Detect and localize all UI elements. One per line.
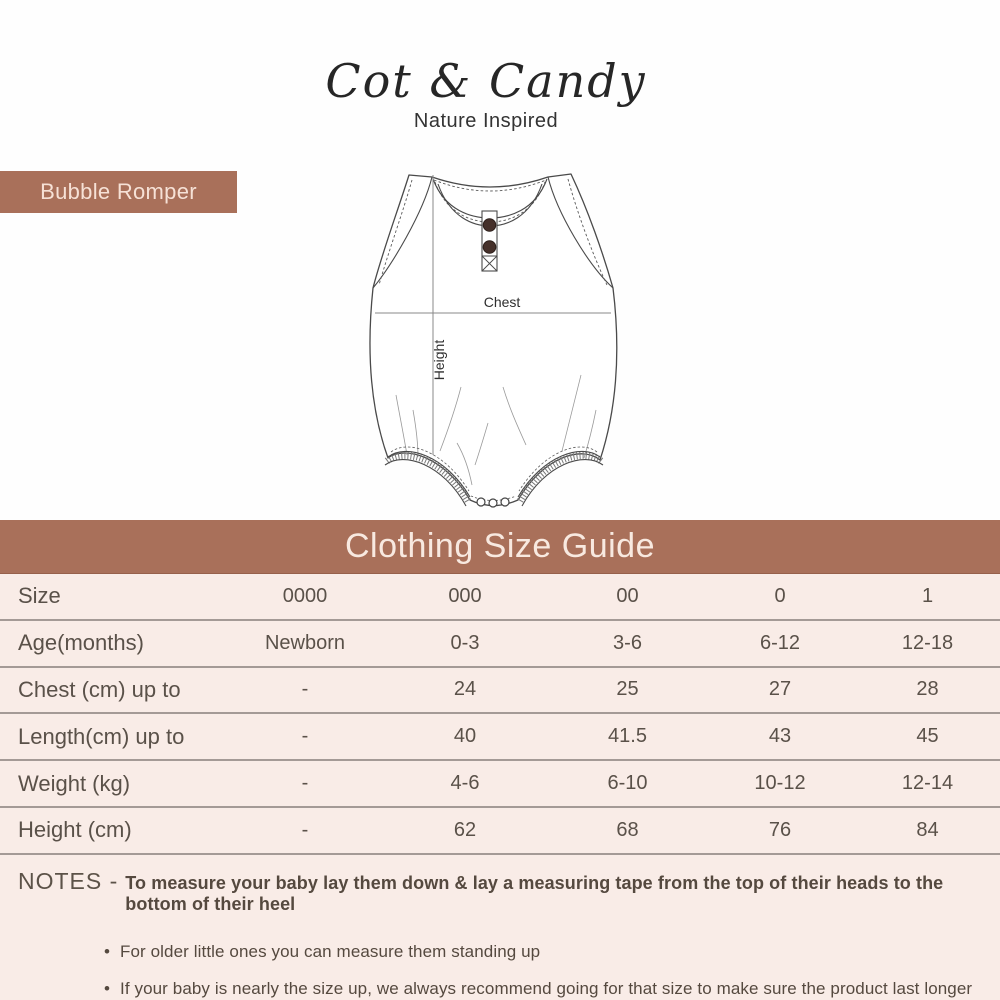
table-cell: 27 — [768, 678, 792, 701]
table-cell: 10-12 — [754, 772, 806, 795]
table-cell: 40 — [453, 725, 477, 748]
table-cell: 3-6 — [613, 631, 642, 654]
table-cell: 0-3 — [450, 631, 480, 654]
table-cell: 0000 — [282, 584, 328, 607]
romper-sketch-icon: Chest Height — [369, 173, 618, 508]
notes-bullet: For older little ones you can measure th… — [0, 942, 1000, 962]
notes-section: NOTES - To measure your baby lay them do… — [0, 868, 1000, 999]
table-row-chest: Chest (cm) up to - 24 25 27 28 — [0, 668, 1000, 715]
table-cell: 6-12 — [759, 631, 801, 654]
table-cell: 68 — [616, 818, 639, 841]
table-cell: - — [301, 725, 309, 748]
row-label: Chest (cm) up to — [18, 676, 181, 702]
table-cell: 4-6 — [450, 772, 480, 795]
row-label: Age(months) — [18, 630, 144, 656]
size-guide-banner: Clothing Size Guide — [0, 520, 1000, 574]
table-cell: 28 — [916, 678, 939, 701]
table-cell: 45 — [916, 725, 939, 748]
table-row-height: Height (cm) - 62 68 76 84 — [0, 808, 1000, 855]
table-cell: 6-10 — [607, 772, 648, 795]
table-cell: - — [301, 678, 309, 701]
table-cell: 24 — [453, 678, 477, 701]
table-cell: 1 — [921, 584, 934, 607]
table-cell: 41.5 — [608, 725, 647, 748]
size-table: Size 0000 000 00 0 1 Age(months) Newborn… — [0, 574, 1000, 855]
table-cell: - — [301, 818, 309, 841]
table-row-age: Age(months) Newborn 0-3 3-6 6-12 12-18 — [0, 621, 1000, 668]
table-row-length: Length(cm) up to - 40 41.5 43 45 — [0, 714, 1000, 762]
table-cell: 0 — [774, 584, 786, 607]
table-cell: 00 — [616, 584, 639, 607]
product-badge: Bubble Romper — [0, 171, 237, 213]
brand-tagline: Nature Inspired — [413, 109, 559, 132]
size-guide-title: Clothing Size Guide — [344, 527, 655, 565]
table-cell: 000 — [448, 584, 482, 607]
chest-measure-label: Chest — [484, 294, 521, 310]
notes-heading-line: NOTES - To measure your baby lay them do… — [0, 868, 1000, 915]
brand-name: Cot & Candy — [325, 54, 647, 108]
table-cell: 25 — [616, 678, 639, 701]
table-row-size: Size 0000 000 00 0 1 — [0, 574, 1000, 621]
notes-lead-text: To measure your baby lay them down & lay… — [125, 873, 944, 914]
table-cell: 43 — [768, 725, 792, 748]
brand-logo: Cot & Candy Nature Inspired — [0, 56, 986, 133]
table-cell: 84 — [916, 818, 939, 841]
notes-heading: NOTES - — [18, 868, 119, 894]
top-section: Cot & Candy Nature Inspired Bubble Rompe… — [0, 0, 1000, 520]
table-cell: 12-18 — [901, 631, 954, 654]
height-measure-label: Height — [431, 340, 447, 381]
table-cell: - — [301, 772, 309, 795]
table-cell: Newborn — [264, 631, 346, 654]
row-label: Height (cm) — [18, 817, 132, 843]
row-label: Weight (kg) — [18, 770, 131, 796]
product-badge-label: Bubble Romper — [40, 179, 197, 204]
table-cell: 62 — [453, 818, 477, 841]
table-cell: 76 — [768, 818, 792, 841]
notes-bullet: If your baby is nearly the size up, we a… — [0, 979, 1000, 999]
row-label: Length(cm) up to — [18, 723, 185, 749]
table-row-weight: Weight (kg) - 4-6 6-10 10-12 12-14 — [0, 761, 1000, 808]
romper-technical-drawing: Chest Height — [360, 155, 640, 515]
row-label: Size — [18, 583, 61, 609]
table-cell: 12-14 — [901, 772, 954, 795]
